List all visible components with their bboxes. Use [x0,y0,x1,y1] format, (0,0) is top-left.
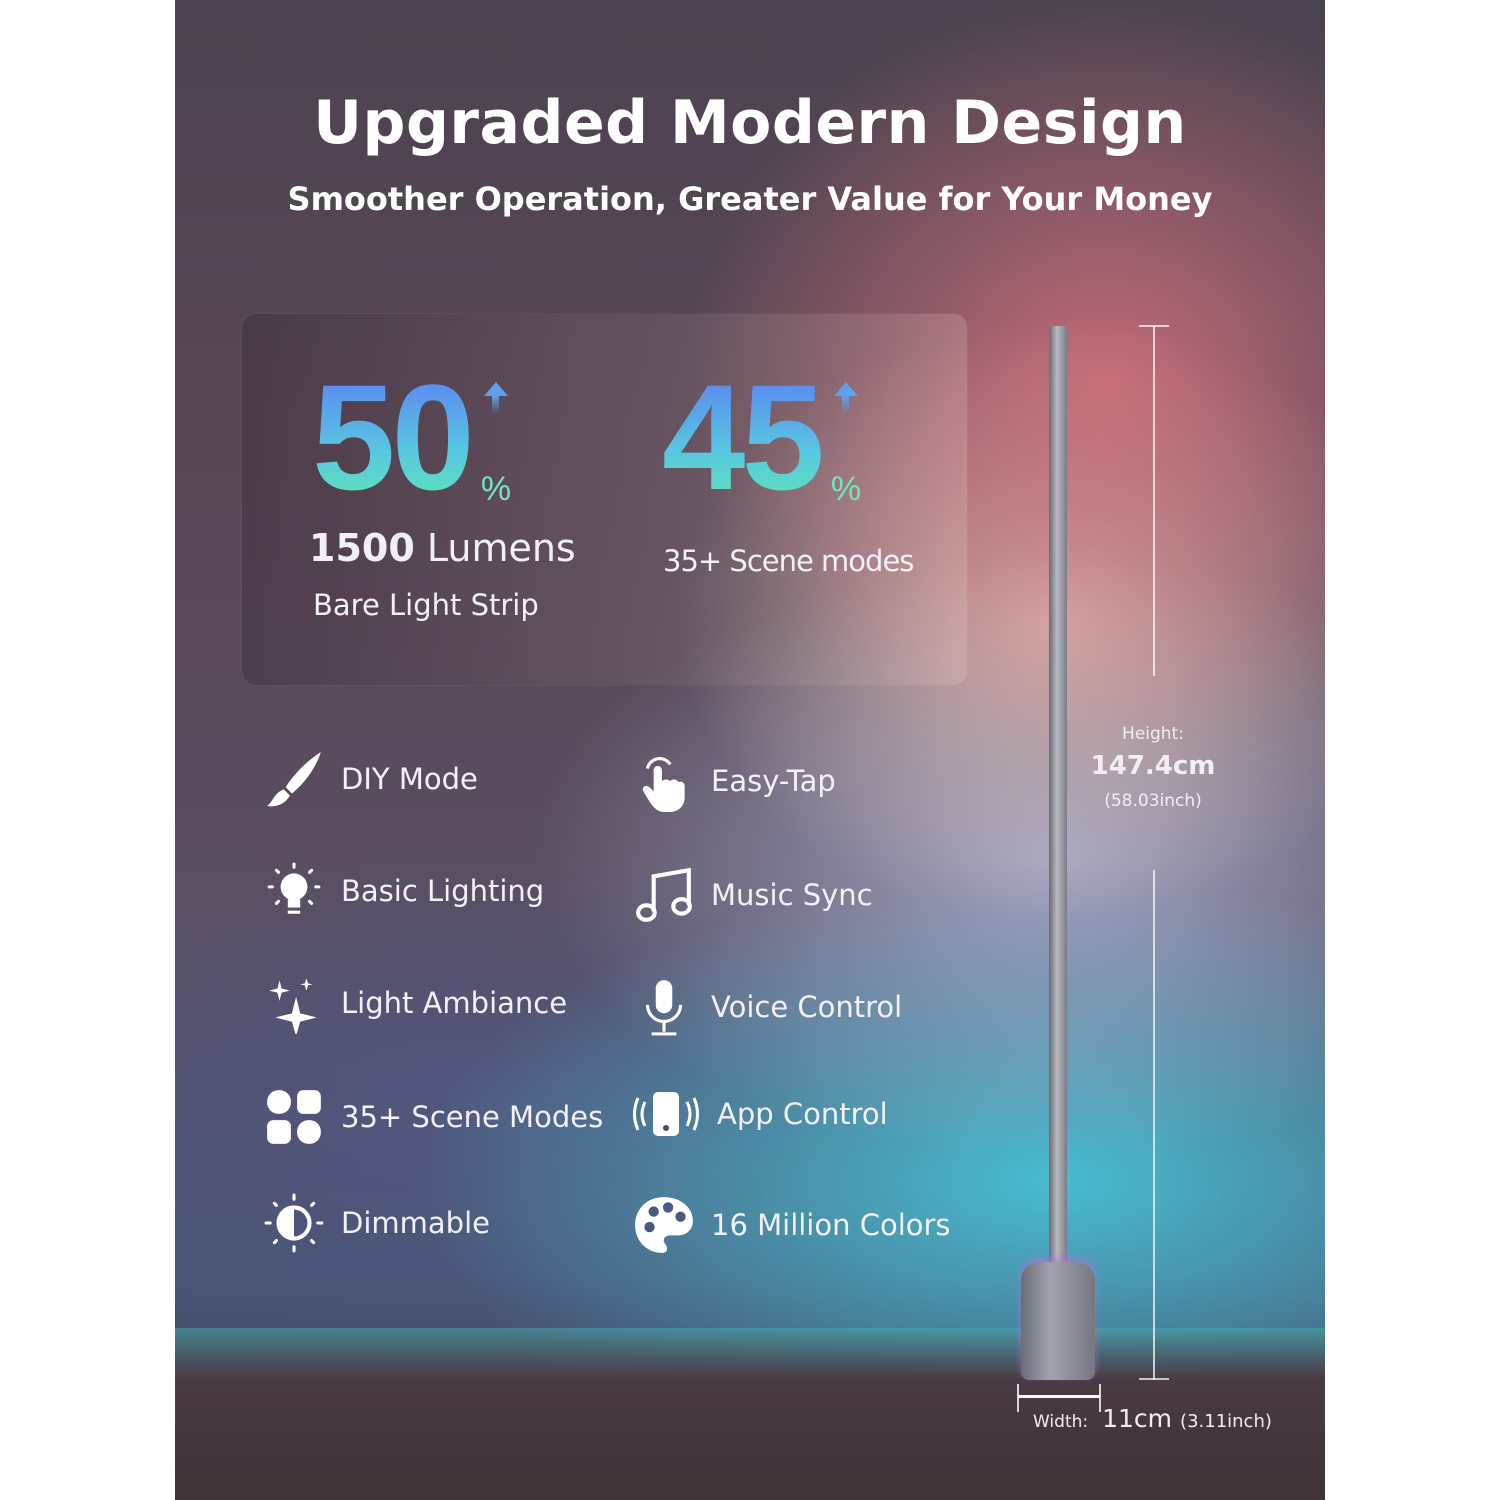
feature-label: 16 Million Colors [711,1208,951,1242]
height-label: Height: [1122,724,1184,744]
stat-lumens-figure: 50 % [312,362,511,512]
stats-card: 50 % 1500 Lumens Bare Light Strip 45 % 3… [242,314,967,685]
feature-label: App Control [717,1097,888,1131]
feature-label: DIY Mode [341,762,478,796]
height-dimension-line-bottom [1153,870,1155,1380]
arrow-up-icon [483,382,508,414]
feature-label: Basic Lighting [341,874,545,908]
feature-label: Easy-Tap [711,764,836,798]
paintbrush-icon [267,752,321,807]
height-inch: (58.03inch) [1104,791,1202,811]
stat-label-bold: 1500 [309,526,415,570]
height-dimension-cap [1139,325,1169,327]
feature-label: Dimmable [341,1206,490,1240]
lightbulb-icon [267,862,321,914]
width-value: 11cm [1102,1404,1173,1433]
music-note-icon [636,867,692,922]
height-value: 147.4cm [1090,751,1216,781]
floor [175,1328,1325,1500]
feature-app-control: App Control [631,1083,888,1145]
stat-value-scenes: 45 [662,353,825,521]
palette-icon [635,1197,693,1253]
phone-vibrate-icon [633,1092,699,1136]
feature-scene-modes: 35+ Scene Modes [263,1086,603,1148]
feature-label: Music Sync [711,878,873,912]
feature-light-ambiance: Light Ambiance [263,972,567,1034]
tap-hand-icon [642,757,685,812]
sparkles-icon [269,978,317,1034]
grid-icon [267,1090,321,1144]
feature-easy-tap: Easy-Tap [633,750,836,812]
feature-diy-mode: DIY Mode [263,748,478,810]
stat-unit: % [480,470,512,508]
stat-value-lumens: 50 [312,353,475,521]
lamp-pole [1049,326,1067,1276]
width-dimension-line [1018,1395,1100,1398]
feature-label: 35+ Scene Modes [341,1100,604,1134]
feature-label: Light Ambiance [341,986,568,1020]
page-subtitle: Smoother Operation, Greater Value for Yo… [287,180,1213,218]
feature-label: Voice Control [711,990,903,1024]
width-label: Width: [1033,1412,1089,1432]
height-dimension-line-top [1153,326,1155,676]
stat-unit: % [830,470,862,508]
microphone-icon [645,980,683,1036]
stat-sublabel: Bare Light Strip [313,588,539,622]
width-dimension-cap [1099,1384,1101,1412]
page-title: Upgraded Modern Design [313,88,1187,158]
width-inch: (3.11inch) [1180,1411,1272,1432]
height-dimension-cap [1139,1378,1169,1380]
feature-16-million-colors: 16 Million Colors [633,1194,951,1256]
feature-dimmable: Dimmable [263,1192,490,1254]
feature-basic-lighting: Basic Lighting [263,860,544,922]
brightness-icon [264,1193,324,1253]
product-banner: Upgraded Modern Design Smoother Operatio… [175,0,1325,1500]
width-readout: Width: 11cm (3.11inch) [1033,1404,1272,1433]
feature-music-sync: Music Sync [633,864,873,926]
arrow-up-icon [833,382,858,414]
feature-voice-control: Voice Control [633,976,902,1038]
stat-label: 35+ Scene modes [663,544,914,578]
stat-label: Lumens [426,526,576,570]
lamp-base [1021,1262,1095,1380]
width-dimension-cap [1017,1384,1019,1412]
stat-scenes-figure: 45 % [662,362,861,512]
